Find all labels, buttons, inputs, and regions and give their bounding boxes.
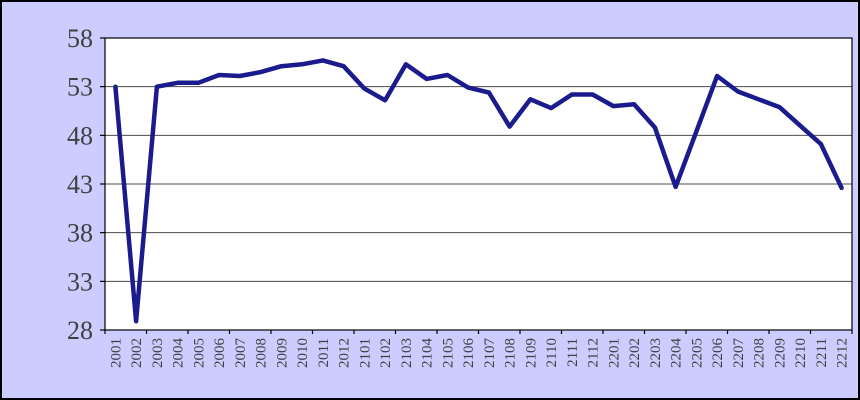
- x-axis-tick-label: 2002: [129, 338, 145, 368]
- x-axis-tick-label: 2011: [316, 338, 332, 367]
- x-axis-tick-label: 2006: [212, 338, 228, 369]
- x-axis-tick-label: 2101: [357, 338, 373, 368]
- x-axis-tick-label: 2205: [689, 338, 705, 368]
- x-axis-tick-label: 2003: [150, 338, 166, 368]
- x-axis-tick-label: 2108: [503, 338, 519, 368]
- x-axis-tick-label: 2203: [648, 338, 664, 368]
- x-axis-tick-label: 2107: [482, 338, 498, 369]
- x-axis-tick-label: 2110: [544, 338, 560, 367]
- y-axis-tick-label: 48: [67, 121, 93, 150]
- x-axis-tick-label: 2102: [378, 338, 394, 368]
- x-axis-tick-label: 2008: [254, 338, 270, 368]
- x-axis-tick-label: 2005: [191, 338, 207, 368]
- x-axis-tick-label: 2207: [731, 338, 747, 369]
- x-axis-tick-label: 2212: [835, 338, 851, 368]
- y-axis-tick-label: 38: [67, 219, 93, 248]
- y-axis-tick-label: 43: [67, 170, 93, 199]
- x-axis-tick-label: 2009: [274, 338, 290, 368]
- x-axis-tick-label: 2106: [461, 338, 477, 369]
- y-axis-tick-label: 58: [67, 24, 93, 53]
- y-axis-tick-label: 33: [67, 267, 93, 296]
- x-axis-tick-label: 2012: [337, 338, 353, 368]
- x-axis-tick-label: 2208: [752, 338, 768, 368]
- x-axis-tick-label: 2007: [233, 338, 249, 369]
- x-axis-tick-label: 2204: [669, 338, 685, 369]
- x-axis-tick-label: 2210: [793, 338, 809, 368]
- x-axis-tick-label: 2010: [295, 338, 311, 368]
- x-axis-tick-label: 2206: [710, 338, 726, 369]
- x-axis-tick-label: 2201: [606, 338, 622, 368]
- series-line: [113, 58, 844, 324]
- x-axis-tick-label: 2209: [772, 338, 788, 368]
- x-axis-tick-label: 2004: [171, 338, 187, 369]
- plot-border: [104, 37, 853, 331]
- x-axis-tick-label: 2112: [586, 338, 602, 367]
- x-axis-tick-label: 2104: [420, 338, 436, 369]
- x-axis-tick-label: 2109: [523, 338, 539, 368]
- y-axis-tick-label: 53: [67, 73, 93, 102]
- x-axis-tick-label: 2111: [565, 338, 581, 367]
- y-axis-tick-label: 28: [67, 316, 93, 345]
- x-axis-tick-label: 2105: [440, 338, 456, 368]
- x-axis-tick-label: 2211: [814, 338, 830, 367]
- x-axis-tick-label: 2103: [399, 338, 415, 368]
- x-axis-tick-label: 2202: [627, 338, 643, 368]
- x-axis-tick-label: 2001: [108, 338, 124, 368]
